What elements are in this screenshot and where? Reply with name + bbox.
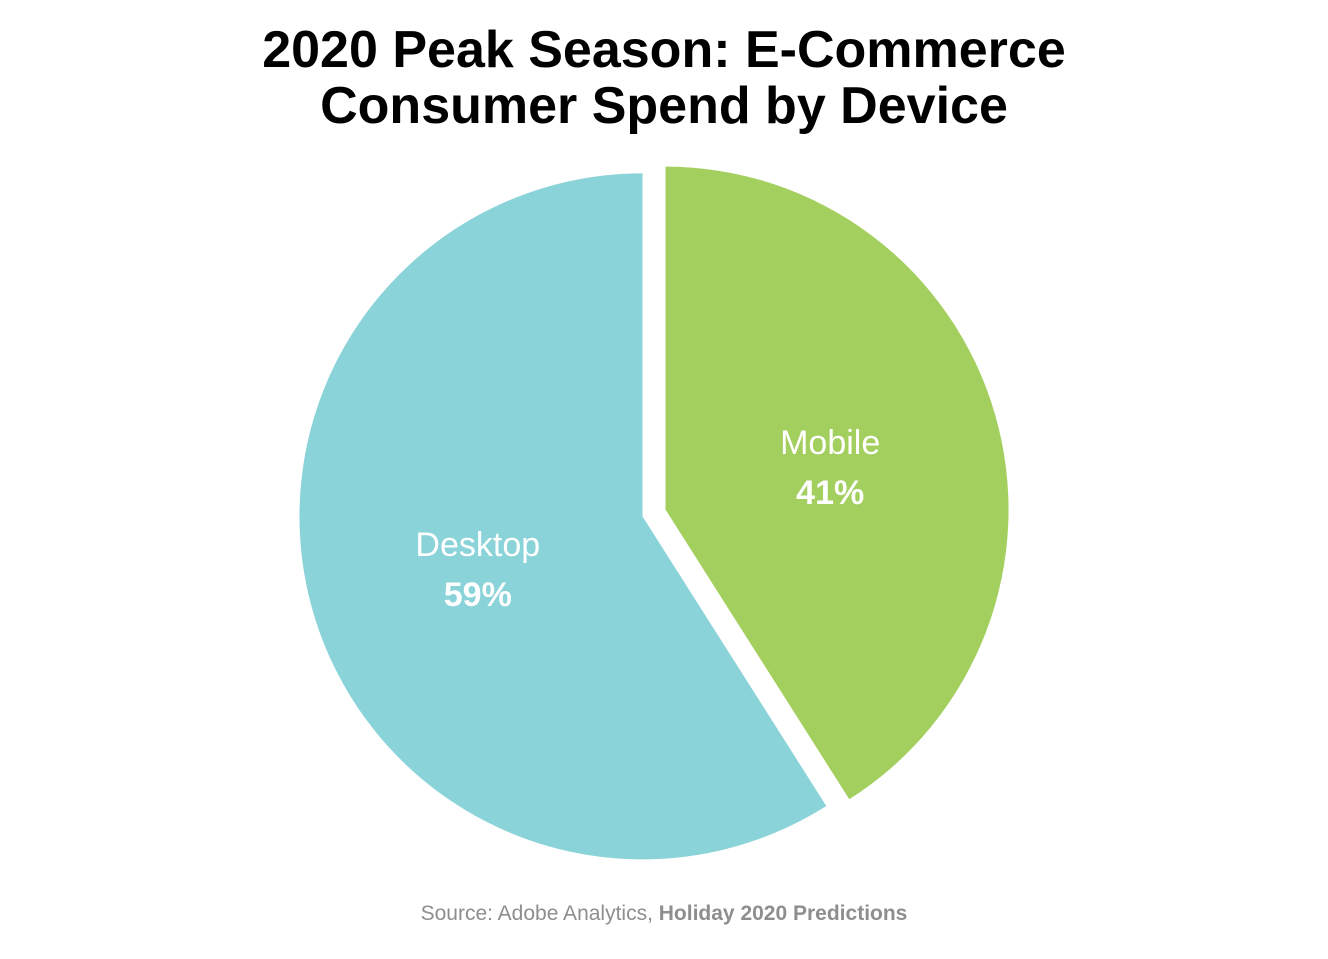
- pie-slice-mobile: [665, 166, 1009, 800]
- pie-slice-desktop: [299, 173, 827, 860]
- slice-label-desktop: Desktop: [415, 526, 540, 564]
- source-emphasis: Holiday 2020 Predictions: [658, 902, 908, 925]
- slice-value-desktop: 59%: [444, 576, 512, 614]
- chart-source: Source: Adobe Analytics, Holiday 2020 Pr…: [0, 902, 1328, 926]
- chart-title: 2020 Peak Season: E-Commerce Consumer Sp…: [0, 22, 1328, 134]
- source-prefix: Source: Adobe Analytics,: [420, 902, 659, 925]
- slice-value-mobile: 41%: [796, 474, 864, 512]
- slice-label-mobile: Mobile: [780, 424, 880, 462]
- chart-title-line-1: 2020 Peak Season: E-Commerce: [262, 21, 1066, 79]
- chart-title-line-2: Consumer Spend by Device: [320, 77, 1008, 135]
